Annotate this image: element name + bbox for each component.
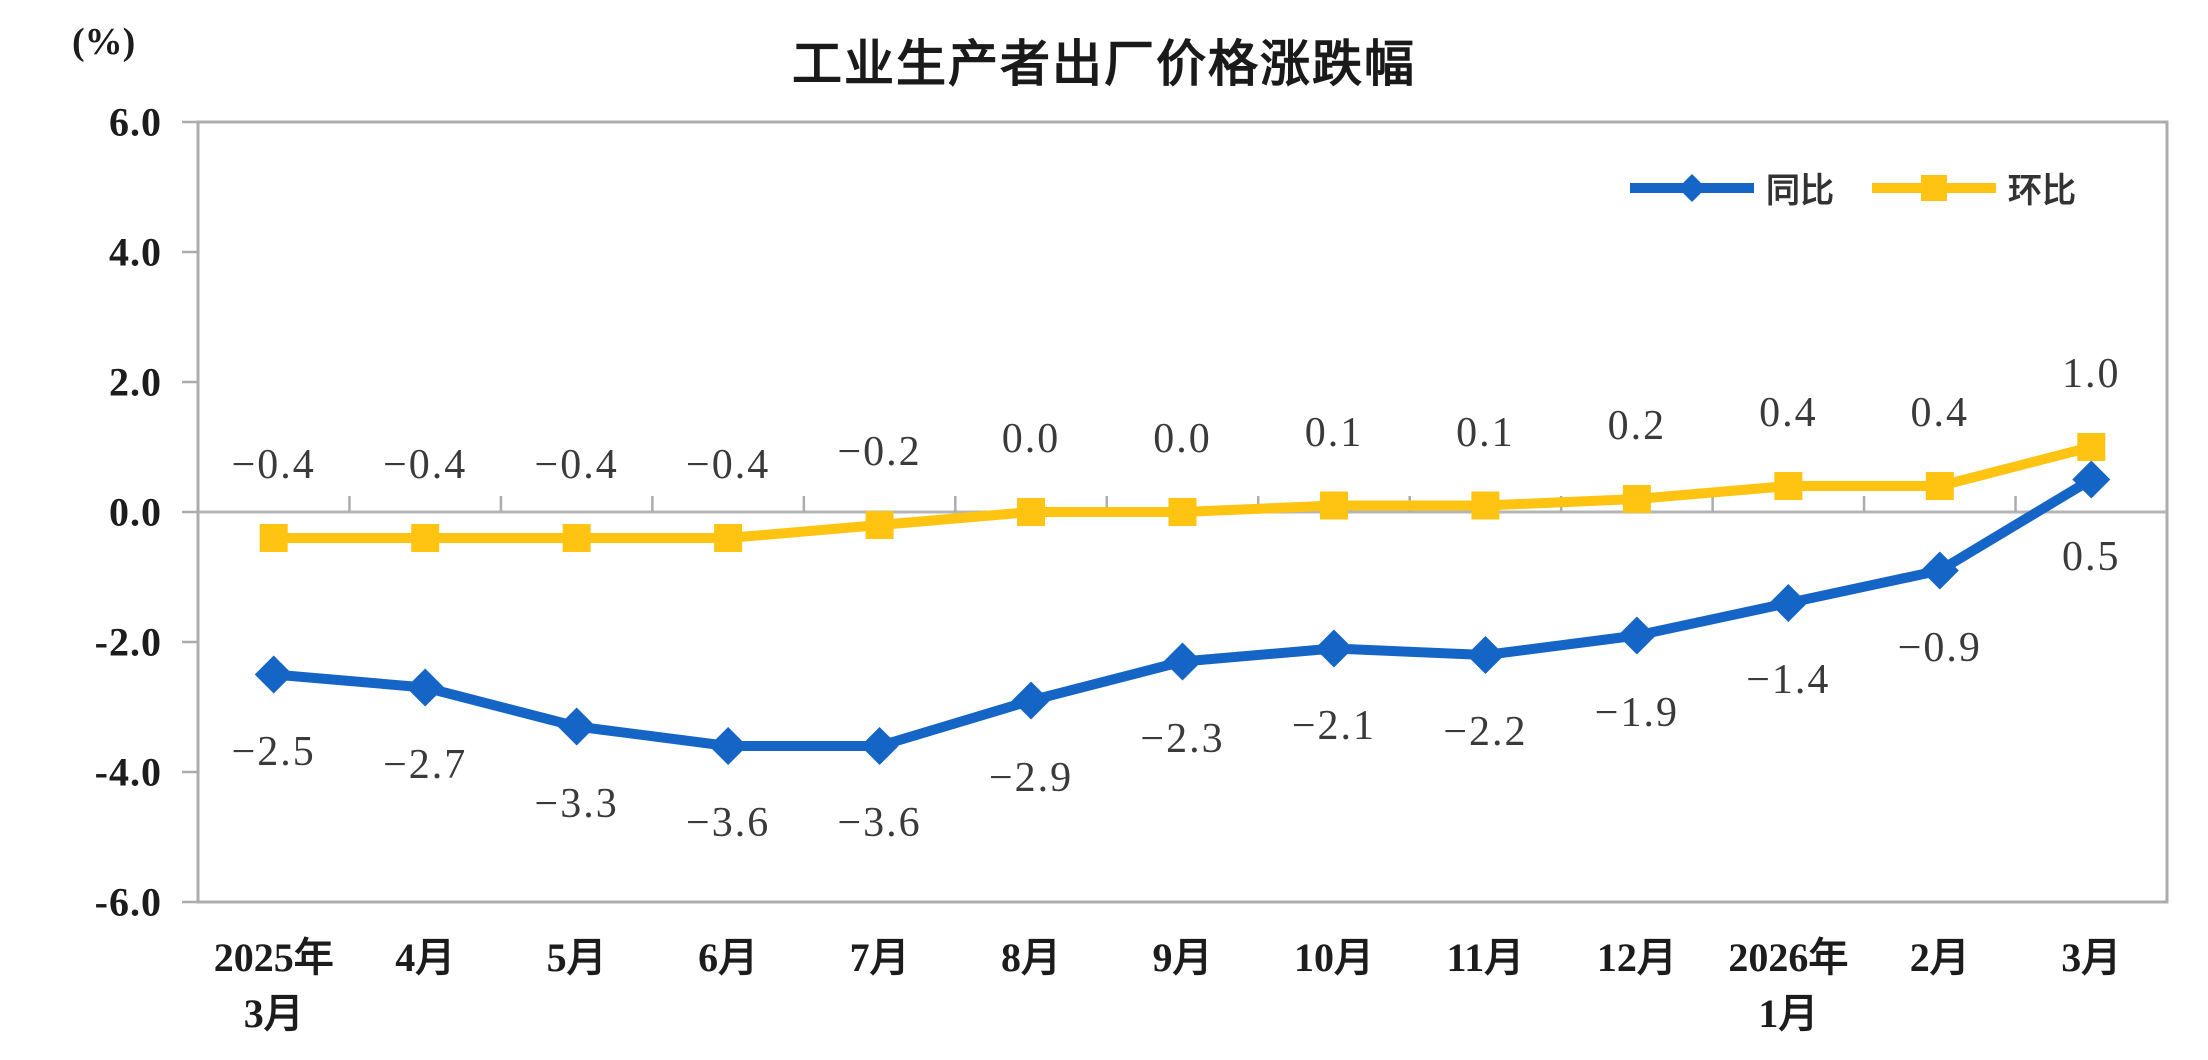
mom-data-label: 0.2 xyxy=(1607,403,1667,449)
yoy-data-label: −1.4 xyxy=(1746,657,1831,703)
yoy-marker xyxy=(1466,636,1505,674)
yoy-marker xyxy=(1012,681,1051,720)
mom-data-label: −0.4 xyxy=(686,442,771,488)
x-axis-tick-label: 5月 xyxy=(546,935,607,980)
mom-data-label: −0.4 xyxy=(383,442,468,488)
yoy-data-label: −3.3 xyxy=(534,780,619,827)
legend-entry-mom: 环比 xyxy=(1868,163,2076,212)
yoy-marker xyxy=(2072,460,2111,499)
x-axis-tick-label: 11月 xyxy=(1446,935,1525,980)
y-axis-unit-label: (%) xyxy=(72,21,136,63)
yoy-marker xyxy=(1617,616,1656,655)
x-axis-tick-label: 2月 xyxy=(1909,935,1970,980)
mom-marker xyxy=(714,524,743,552)
yoy-data-label: −2.5 xyxy=(231,728,316,775)
x-axis-tick-label: 9月 xyxy=(1152,935,1213,980)
mom-data-label: 0.0 xyxy=(1001,416,1061,462)
x-axis-tick-label: 3月 xyxy=(2061,935,2122,980)
yoy-marker xyxy=(1920,551,1959,590)
yoy-marker xyxy=(860,727,899,765)
legend-entry-yoy: 同比 xyxy=(1626,163,1834,212)
mom-marker xyxy=(865,511,894,539)
yoy-line-swatch-icon xyxy=(1630,173,1754,202)
mom-data-label: 1.0 xyxy=(2062,351,2121,397)
x-axis-tick-label: 2025年 3月 xyxy=(213,935,334,1036)
yoy-marker xyxy=(254,655,293,694)
mom-marker xyxy=(259,524,288,552)
mom-data-label: −0.4 xyxy=(534,442,619,488)
mom-data-label: 0.4 xyxy=(1910,390,1970,436)
yoy-marker xyxy=(557,707,596,746)
mom-marker xyxy=(1319,491,1348,520)
x-axis-tick-label: 2026年 1月 xyxy=(1728,935,1849,1036)
x-axis-tick-label: 7月 xyxy=(849,935,910,980)
yoy-data-label: 0.5 xyxy=(2062,533,2121,580)
mom-data-label: 0.4 xyxy=(1759,390,1818,436)
legend-label-mom: 环比 xyxy=(2008,173,2076,210)
mom-data-label: −0.2 xyxy=(837,429,922,475)
yoy-data-label: −2.7 xyxy=(383,741,468,788)
y-axis-tick-label: -6.0 xyxy=(94,879,162,925)
yoy-data-label: −0.9 xyxy=(1897,624,1982,671)
yoy-marker xyxy=(1769,584,1808,622)
yoy-data-label: −2.9 xyxy=(988,754,1074,801)
yoy-marker xyxy=(1163,642,1202,681)
mom-marker xyxy=(1774,472,1803,500)
mom-data-label: 0.1 xyxy=(1456,409,1515,456)
x-axis-tick-label: 12月 xyxy=(1596,935,1677,980)
x-axis-tick-label: 4月 xyxy=(395,935,456,980)
chart-title: 工业生产者出厂价格涨跌幅 xyxy=(792,36,1416,92)
mom-marker xyxy=(1622,485,1651,513)
y-axis-tick-label: 2.0 xyxy=(109,359,162,405)
mom-marker xyxy=(1471,491,1500,520)
yoy-marker xyxy=(1314,629,1353,668)
yoy-data-label: −2.2 xyxy=(1443,709,1528,755)
y-axis-tick-label: -4.0 xyxy=(94,749,162,795)
yoy-data-label: −1.9 xyxy=(1594,689,1679,736)
mom-marker xyxy=(562,524,591,552)
yoy-data-label: −3.6 xyxy=(686,800,771,846)
mom-data-label: 0.1 xyxy=(1304,409,1364,456)
y-axis-tick-label: 6.0 xyxy=(109,99,162,145)
x-axis-tick-label: 8月 xyxy=(1001,935,1062,980)
mom-marker xyxy=(2077,433,2106,461)
yoy-data-label: −2.3 xyxy=(1140,715,1225,762)
legend-label-yoy: 同比 xyxy=(1766,173,1834,210)
yoy-marker xyxy=(406,668,445,707)
y-axis-tick-label: 0.0 xyxy=(109,489,162,535)
mom-marker xyxy=(1017,498,1046,526)
mom-line-swatch-icon xyxy=(1872,174,1996,201)
chart-legend: 同比 环比 xyxy=(1626,163,2076,212)
mom-marker xyxy=(1925,472,1954,500)
y-axis-tick-label: -2.0 xyxy=(94,619,162,665)
yoy-data-label: −3.6 xyxy=(837,800,922,846)
mom-marker xyxy=(411,524,440,552)
mom-marker xyxy=(1168,498,1197,526)
x-axis-tick-label: 6月 xyxy=(698,935,759,980)
x-axis-tick-label: 10月 xyxy=(1293,935,1374,980)
yoy-data-label: −2.1 xyxy=(1291,702,1377,749)
mom-data-label: 0.0 xyxy=(1153,416,1212,462)
yoy-marker xyxy=(709,727,748,765)
y-axis-tick-label: 4.0 xyxy=(109,229,162,275)
mom-data-label: −0.4 xyxy=(231,442,316,488)
